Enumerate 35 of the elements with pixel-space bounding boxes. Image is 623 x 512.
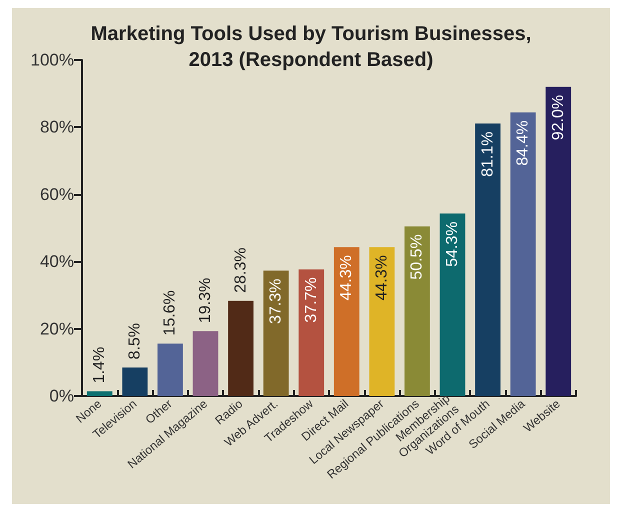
- data-label: 84.4%: [514, 120, 532, 166]
- data-label: 81.1%: [479, 132, 496, 177]
- data-label: 19.3%: [197, 278, 214, 324]
- data-label: 15.6%: [162, 290, 179, 336]
- bar: [510, 112, 536, 396]
- bar: [546, 86, 572, 396]
- y-tick-label: 20%: [40, 319, 74, 338]
- bar: [369, 247, 395, 396]
- data-label: 28.3%: [232, 248, 250, 293]
- data-label: 44.3%: [338, 255, 356, 301]
- chart-title: Marketing Tools Used by Tourism Businesses, 2013 (Respondent Based): [90, 23, 532, 71]
- bar: [263, 270, 289, 396]
- y-tick-label: 0%: [49, 386, 74, 406]
- data-label: 92.0%: [550, 94, 567, 140]
- bar: [475, 124, 500, 396]
- bar: [158, 344, 183, 396]
- bar: [298, 269, 324, 396]
- bar: [334, 247, 360, 396]
- y-tick-label: 100%: [30, 50, 74, 70]
- bar: [122, 367, 148, 396]
- y-tick-label: 60%: [40, 184, 74, 204]
- data-label: 54.3%: [444, 222, 461, 267]
- bar: [404, 226, 430, 396]
- data-label: 1.4%: [91, 346, 108, 384]
- data-label: 37.7%: [302, 277, 320, 323]
- data-label: 8.5%: [126, 322, 144, 360]
- data-label: 37.3%: [268, 278, 285, 324]
- bar: [440, 214, 466, 396]
- y-tick-label: 80%: [40, 118, 74, 137]
- bar: [228, 300, 254, 396]
- bar: [192, 331, 218, 396]
- data-label: 44.3%: [373, 255, 390, 301]
- data-label: 50.5%: [408, 234, 426, 280]
- bar: [86, 391, 112, 396]
- y-tick-label: 40%: [40, 252, 74, 272]
